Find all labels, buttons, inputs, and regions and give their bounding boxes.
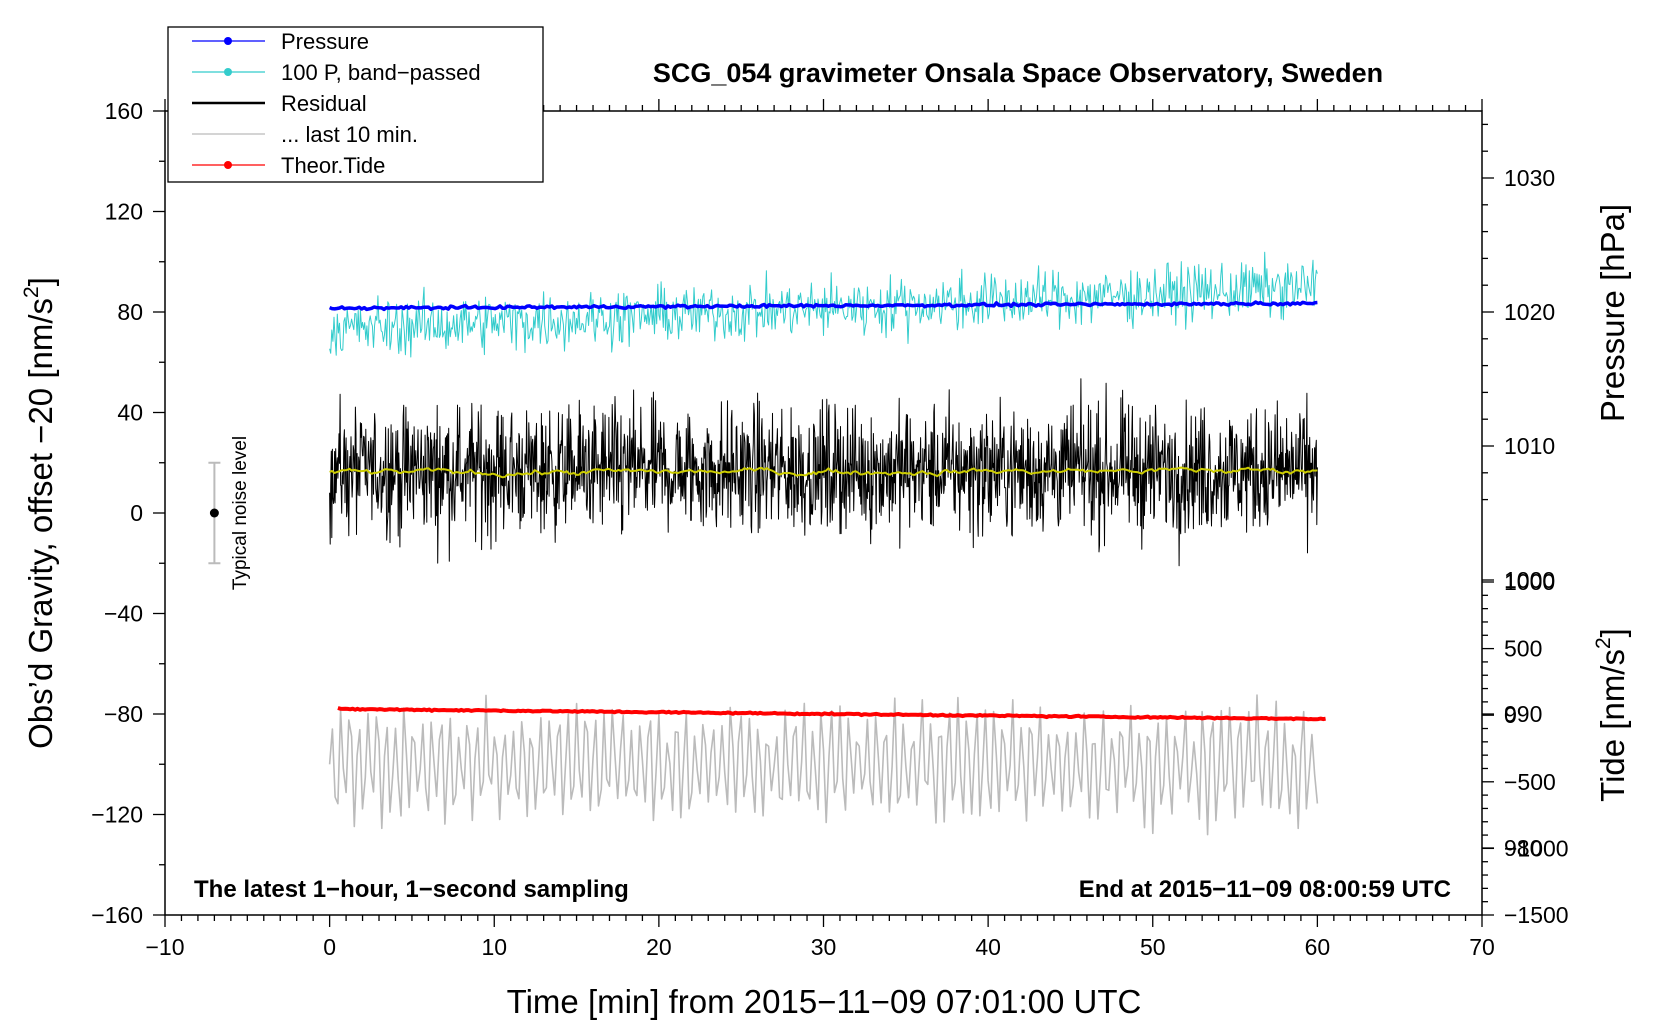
legend: Pressure 100 P, band−passed Residual ... la… (167, 26, 544, 183)
legend-label-0: Pressure (281, 29, 369, 54)
legend-label-2: Residual (281, 91, 367, 116)
y-pressure-tick-label: 980 (1504, 835, 1542, 861)
y-tide-tick-label: 1000 (1504, 569, 1555, 595)
y-left-tick-label: −40 (104, 601, 143, 627)
x-tick-label: 40 (975, 934, 1001, 960)
y-pressure-tick-label: 990 (1504, 701, 1542, 727)
y-axis-label-pressure: Pressure [hPa] (1594, 204, 1631, 422)
y-tide-tick-label: 500 (1504, 636, 1542, 662)
sampling-note: The latest 1−hour, 1−second sampling (194, 876, 629, 903)
y-axis-label-tide-end: ] (1594, 628, 1631, 637)
series-residual-smoothed (329, 466, 1318, 479)
x-tick-label: 70 (1469, 934, 1495, 960)
y-left-tick-label: 160 (105, 98, 143, 124)
y-pressure-tick-label: 1010 (1504, 433, 1555, 459)
ticks-layer (153, 99, 1494, 927)
series-theor-tide (337, 706, 1326, 722)
series-residual (329, 378, 1318, 567)
x-tick-label: 50 (1140, 934, 1166, 960)
x-tick-label: 30 (811, 934, 837, 960)
series-layer (328, 251, 1326, 836)
legend-marker-4 (224, 161, 232, 169)
noise-level-indicator (208, 461, 221, 565)
series-pressure (328, 300, 1318, 312)
y-left-tick-label: 40 (117, 400, 143, 426)
y-left-tick-label: 120 (105, 199, 143, 225)
y-left-tick-label: −160 (91, 902, 143, 928)
y-tide-tick-label: −1500 (1504, 902, 1569, 928)
legend-box (167, 26, 544, 183)
y-left-tick-label: −120 (91, 802, 143, 828)
legend-marker-1 (224, 68, 232, 76)
y-axis-label-left-sup: 2 (20, 286, 43, 298)
legend-label-1: 100 P, band−passed (281, 60, 481, 85)
chart-title: SCG_054 gravimeter Onsala Space Observat… (653, 58, 1383, 88)
y-tide-tick-label: 0 (1504, 702, 1517, 728)
x-tick-label: 10 (481, 934, 507, 960)
y-left-tick-label: 80 (117, 299, 143, 325)
y-axis-label-tide: Tide [nm/s2] (1592, 628, 1631, 802)
legend-label-4: Theor.Tide (281, 153, 385, 178)
y-axis-label-left-end: ] (22, 277, 59, 286)
y-pressure-tick-label: 1000 (1504, 567, 1555, 593)
end-time-note: End at 2015−11−09 08:00:59 UTC (1079, 876, 1451, 903)
y-left-tick-label: −80 (104, 701, 143, 727)
y-left-tick-label: 0 (130, 500, 143, 526)
x-tick-label: 20 (646, 934, 672, 960)
x-axis-label: Time [min] from 2015−11−09 07:01:00 UTC (507, 983, 1142, 1020)
x-tick-label: 0 (323, 934, 336, 960)
noise-level-label: Typical noise level (230, 436, 251, 590)
y-axis-label-tide-main: Tide [nm/s (1594, 649, 1631, 802)
y-axis-label-left: Obs’d Gravity, offset −20 [nm/s2] (20, 277, 59, 749)
x-tick-label: −10 (145, 934, 184, 960)
series-last-10-min (328, 694, 1319, 836)
x-tick-label: 60 (1305, 934, 1331, 960)
noise-bar-center-dot (209, 508, 219, 518)
series-100-p-band-passed (329, 251, 1318, 358)
y-axis-label-tide-sup: 2 (1592, 637, 1615, 649)
legend-marker-0 (224, 37, 232, 45)
y-axis-label-left-main: Obs’d Gravity, offset −20 [nm/s (22, 298, 59, 749)
y-pressure-tick-label: 1020 (1504, 299, 1555, 325)
y-tide-tick-label: −500 (1504, 769, 1556, 795)
y-pressure-tick-label: 1030 (1504, 165, 1555, 191)
tick-labels-layer: −10 0 10 20 30 40 50 60 7016012080400−40−80−120−… (91, 98, 1568, 960)
legend-label-3: ... last 10 min. (281, 122, 418, 147)
y-tide-tick-label: −1000 (1504, 835, 1569, 861)
